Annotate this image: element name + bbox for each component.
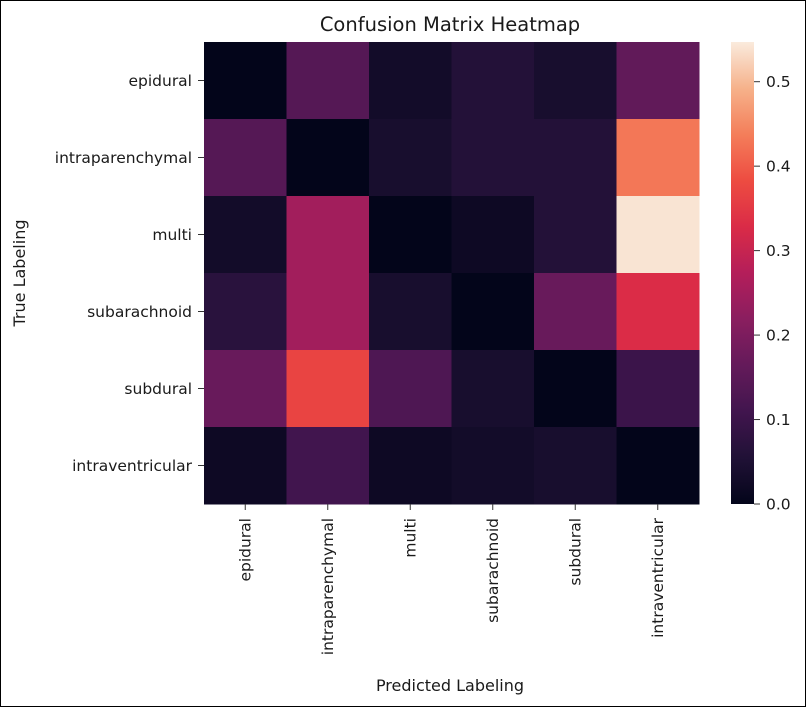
heatmap-cell (616, 427, 700, 505)
heatmap-cell (451, 42, 535, 120)
y-tick-label: multi (152, 226, 192, 244)
colorbar-tick-label: 0.2 (766, 327, 791, 345)
x-tick-label: intraparenchymal (319, 518, 337, 655)
heatmap-cell (286, 273, 370, 351)
heatmap-cell (616, 42, 700, 120)
colorbar (731, 42, 754, 504)
heatmap-cell (534, 42, 617, 120)
y-tick-labels: epidural intraparenchymal multi subarachnoi… (55, 72, 204, 475)
heatmap-cell (204, 273, 287, 351)
x-tick-label: multi (401, 518, 419, 558)
chart-title: Confusion Matrix Heatmap (320, 13, 580, 36)
colorbar-tick-label: 0.5 (766, 73, 791, 91)
y-tick-label: subarachnoid (87, 303, 192, 321)
heatmap-cell (369, 350, 452, 428)
heatmap-cell (286, 427, 370, 505)
heatmap-cell (451, 196, 535, 274)
y-tick-label: intraventricular (72, 457, 193, 475)
heatmap-cell (369, 196, 452, 274)
heatmap-cell (286, 350, 370, 428)
heatmap-cell (369, 119, 452, 197)
heatmap-cell (204, 42, 287, 120)
colorbar-tick-label: 0.4 (766, 158, 791, 176)
heatmap-cell (451, 273, 535, 351)
heatmap-cell (534, 119, 617, 197)
colorbar-tick-label: 0.0 (766, 496, 791, 514)
heatmap-cell (451, 350, 535, 428)
x-axis-label: Predicted Labeling (376, 676, 524, 695)
heatmap-cell (286, 196, 370, 274)
heatmap-cell (204, 350, 287, 428)
heatmap-cell (369, 273, 452, 351)
heatmap-cell (451, 119, 535, 197)
heatmap-cell (286, 119, 370, 197)
y-tick-label: subdural (124, 380, 192, 398)
heatmap-cells (204, 42, 700, 505)
heatmap-cell (616, 196, 700, 274)
heatmap-cell (286, 42, 370, 120)
heatmap-cell (204, 427, 287, 505)
heatmap-cell (369, 427, 452, 505)
x-tick-label: subdural (566, 518, 584, 586)
y-tick-label: intraparenchymal (55, 149, 192, 167)
colorbar-tick-label: 0.3 (766, 242, 791, 260)
heatmap-cell (369, 42, 452, 120)
x-tick-labels: epidural intraparenchymal multi subarachnoi… (236, 504, 667, 655)
x-tick-label: subarachnoid (484, 518, 502, 623)
heatmap-cell (451, 427, 535, 505)
x-tick-label: epidural (236, 518, 254, 582)
heatmap-cell (534, 427, 617, 505)
heatmap-cell (204, 119, 287, 197)
colorbar-ticks: 0.0 0.1 0.2 0.3 0.4 0.5 (754, 73, 791, 514)
y-axis-label: True Labeling (10, 220, 29, 328)
x-tick-label: intraventricular (649, 517, 667, 638)
heatmap-cell (534, 350, 617, 428)
heatmap-cell (616, 119, 700, 197)
heatmap-cell (616, 350, 700, 428)
heatmap-cell (204, 196, 287, 274)
heatmap-cell (534, 273, 617, 351)
heatmap-cell (616, 273, 700, 351)
heatmap-cell (534, 196, 617, 274)
y-tick-label: epidural (128, 72, 192, 90)
colorbar-tick-label: 0.1 (766, 411, 791, 429)
